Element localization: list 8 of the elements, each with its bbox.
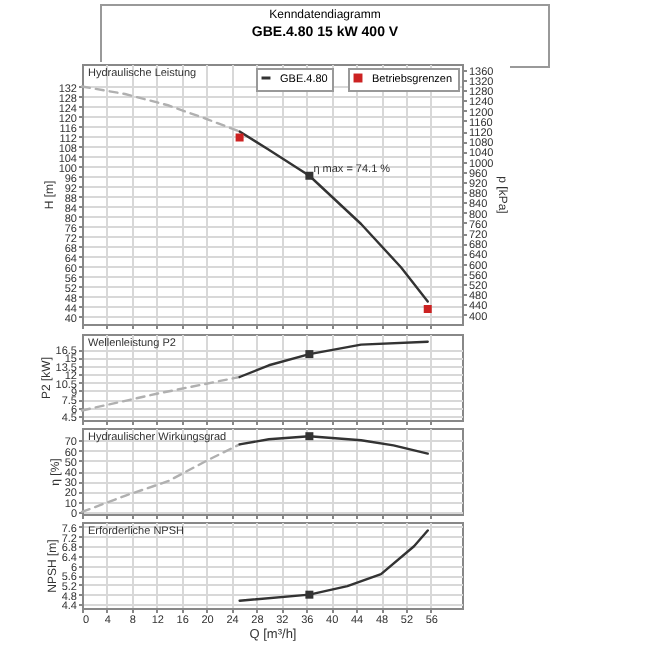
point bbox=[235, 133, 244, 142]
line-series bbox=[238, 340, 429, 379]
line-series bbox=[238, 434, 429, 455]
line-series bbox=[80, 443, 241, 514]
line-series bbox=[238, 529, 429, 602]
point bbox=[423, 305, 432, 313]
line-series bbox=[238, 130, 429, 303]
point bbox=[305, 171, 314, 180]
